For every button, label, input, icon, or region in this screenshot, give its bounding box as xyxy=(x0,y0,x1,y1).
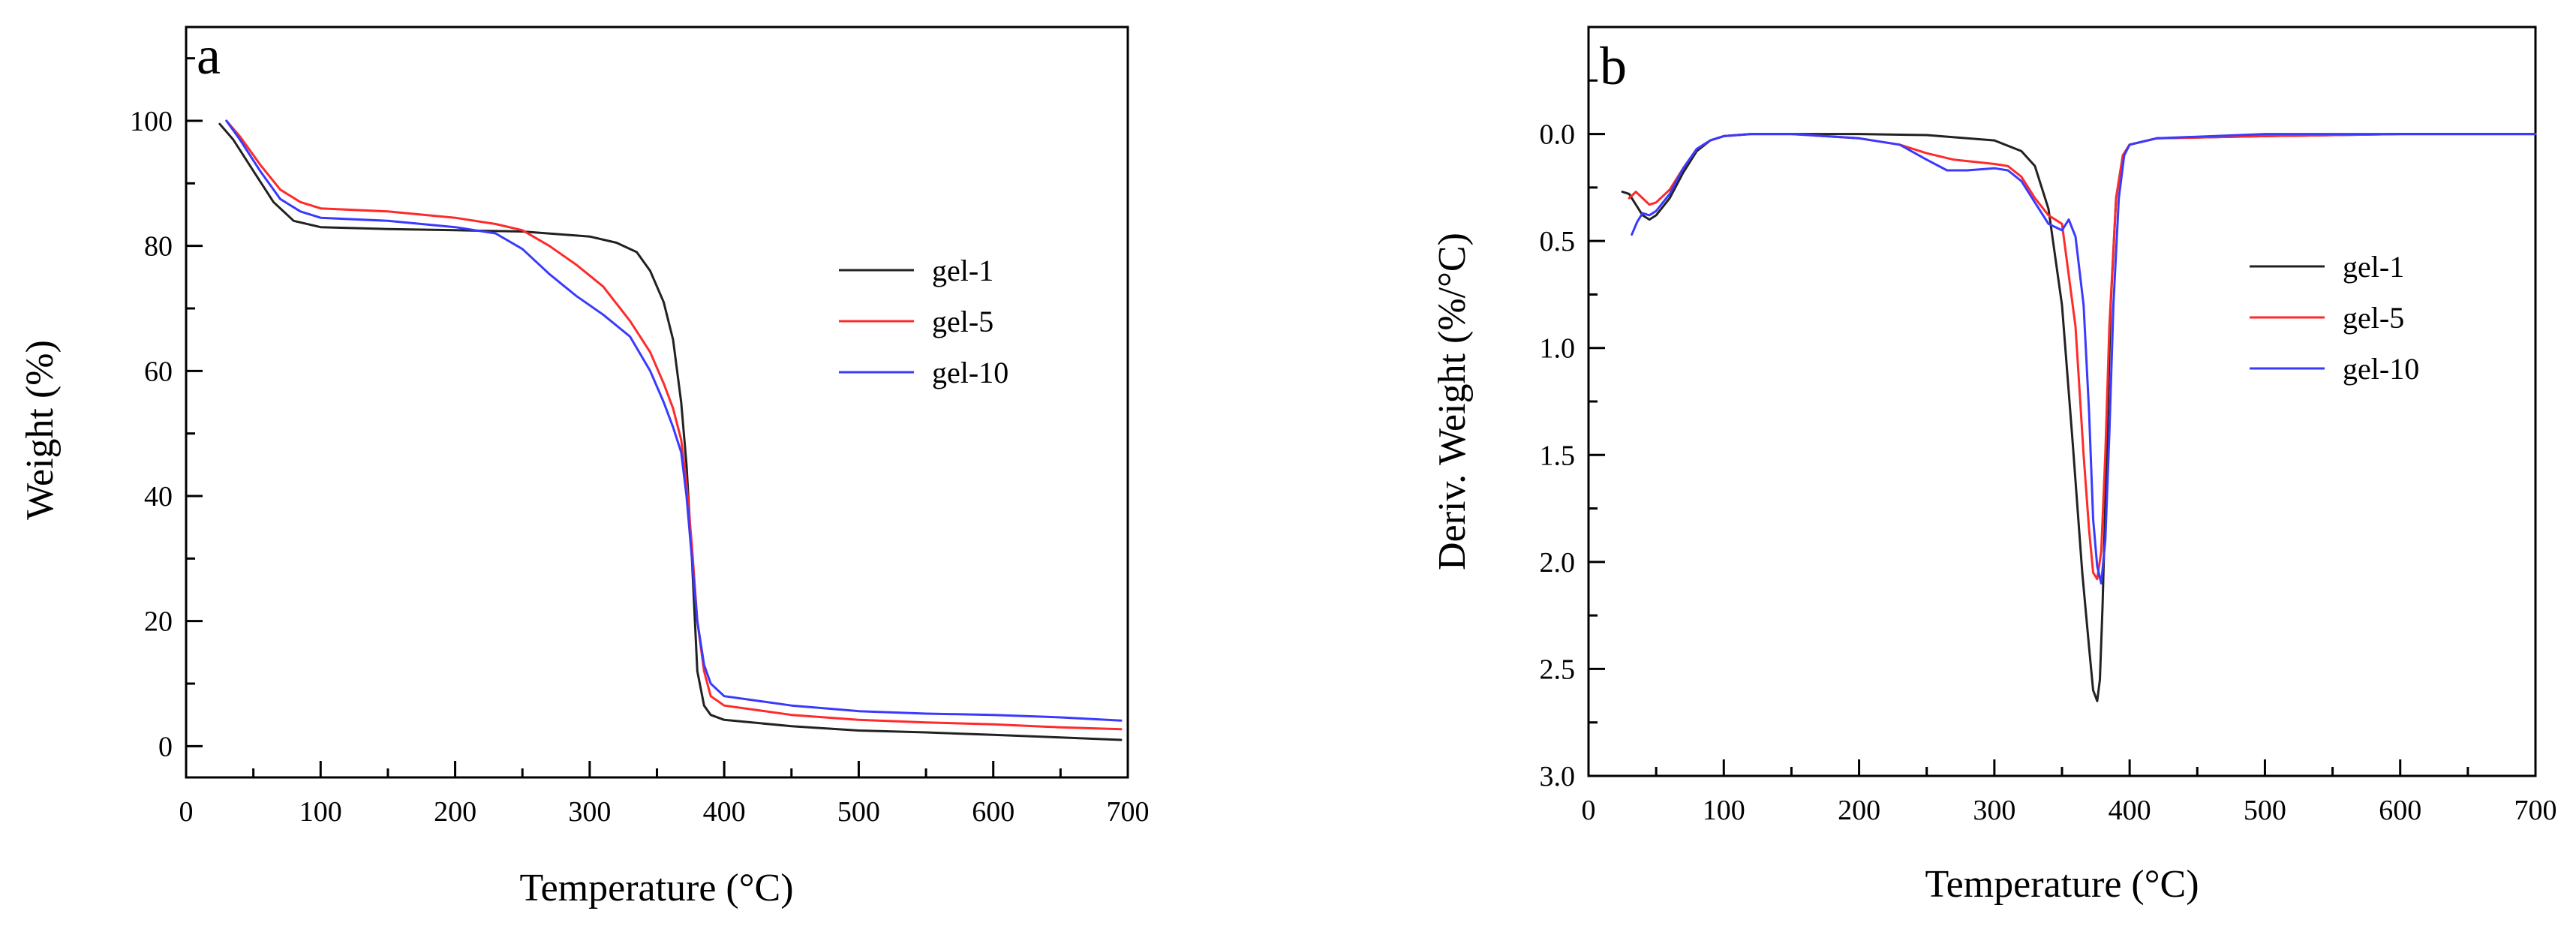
panel-b-x-tick-label: 300 xyxy=(1973,795,2015,826)
panel-a-x-tick-label: 200 xyxy=(434,796,476,828)
panel-b-ticks: 0 100 200 300 400 500 600 700 0.0 0.5 1.0 1.5 2.0 2.5… xyxy=(1540,79,2557,826)
panel-a-series-gel-5 xyxy=(225,119,1123,731)
panel-b-legend-label-gel-10: gel-10 xyxy=(2343,352,2419,386)
panel-a-weight-chart: 0 100 200 300 400 500 600 700 0 20 40 60 80 100 a Tem… xyxy=(19,26,1150,909)
panel-b-legend: gel-1 gel-5 gel-10 xyxy=(2250,250,2419,386)
panel-b-x-tick-label: 0 xyxy=(1582,795,1596,826)
panel-a-x-tick-label: 400 xyxy=(703,796,746,828)
panel-a-ticks: 0 100 200 300 400 500 600 700 0 20 40 60 80 100 xyxy=(130,57,1150,828)
panel-b-y-tick-label: 3.0 xyxy=(1540,761,1576,792)
panel-a-series-gel-1 xyxy=(218,122,1123,741)
panel-a-y-tick-label: 20 xyxy=(144,606,173,638)
panel-b-x-tick-label: 600 xyxy=(2379,795,2421,826)
panel-b-y-tick-label: 2.0 xyxy=(1540,547,1576,579)
panel-b-y-axis-title: Deriv. Weight (%/°C) xyxy=(1431,233,1474,570)
panel-b-y-tick-label: 0.0 xyxy=(1540,119,1576,151)
panel-a-series-gel-10 xyxy=(225,119,1123,722)
panel-b-x-tick-label: 700 xyxy=(2514,795,2557,826)
panel-a-y-tick-label: 80 xyxy=(144,231,173,263)
panel-b-legend-label-gel-1: gel-1 xyxy=(2343,250,2404,284)
panel-b-x-tick-label: 100 xyxy=(1703,795,1745,826)
panel-a-plot-frame xyxy=(185,26,1129,779)
panel-a-y-tick-label: 0 xyxy=(158,731,173,762)
panel-b-y-tick-label: 1.5 xyxy=(1540,440,1576,471)
panel-b-series-lines xyxy=(1621,133,2537,702)
panel-b-tag: b xyxy=(1600,36,1627,96)
panel-b-x-axis-title: Temperature (°C) xyxy=(1925,863,2199,906)
panel-a-tag: a xyxy=(197,26,221,86)
panel-b-y-tick-label: 2.5 xyxy=(1540,654,1576,685)
panel-a-x-tick-label: 700 xyxy=(1107,796,1150,828)
panel-b-series-gel-1 xyxy=(1621,133,2537,702)
panel-a-x-tick-label: 0 xyxy=(179,796,194,828)
panel-a-x-tick-label: 600 xyxy=(972,796,1014,828)
panel-b-y-tick-label: 1.0 xyxy=(1540,333,1576,365)
panel-a-legend-label-gel-1: gel-1 xyxy=(932,254,993,287)
panel-a-legend-label-gel-5: gel-5 xyxy=(932,305,993,338)
panel-b-plot-frame xyxy=(1587,26,2537,777)
panel-b-y-tick-label: 0.5 xyxy=(1540,226,1576,257)
panel-a-y-tick-label: 60 xyxy=(144,356,173,387)
panel-a-y-axis-title: Weight (%) xyxy=(19,340,62,520)
panel-a-legend-label-gel-10: gel-10 xyxy=(932,356,1008,389)
panel-b-derivative-chart: 0 100 200 300 400 500 600 700 0.0 0.5 1.0 1.5 2.0 2.5… xyxy=(1431,26,2557,906)
panel-a-x-axis-title: Temperature (°C) xyxy=(519,867,793,909)
panel-b-legend-label-gel-5: gel-5 xyxy=(2343,301,2404,335)
panel-b-x-tick-label: 400 xyxy=(2109,795,2151,826)
panel-a-y-tick-label: 40 xyxy=(144,481,173,513)
panel-b-series-gel-10 xyxy=(1631,133,2537,585)
panel-b-x-tick-label: 200 xyxy=(1838,795,1880,826)
panel-b-x-tick-label: 500 xyxy=(2244,795,2286,826)
panel-a-y-tick-label: 100 xyxy=(130,106,173,137)
panel-a-series-lines xyxy=(218,119,1123,741)
panel-a-legend: gel-1 gel-5 gel-10 xyxy=(839,254,1008,389)
panel-a-x-tick-label: 100 xyxy=(299,796,342,828)
panel-a-x-tick-label: 300 xyxy=(568,796,611,828)
panel-a-x-tick-label: 500 xyxy=(837,796,880,828)
